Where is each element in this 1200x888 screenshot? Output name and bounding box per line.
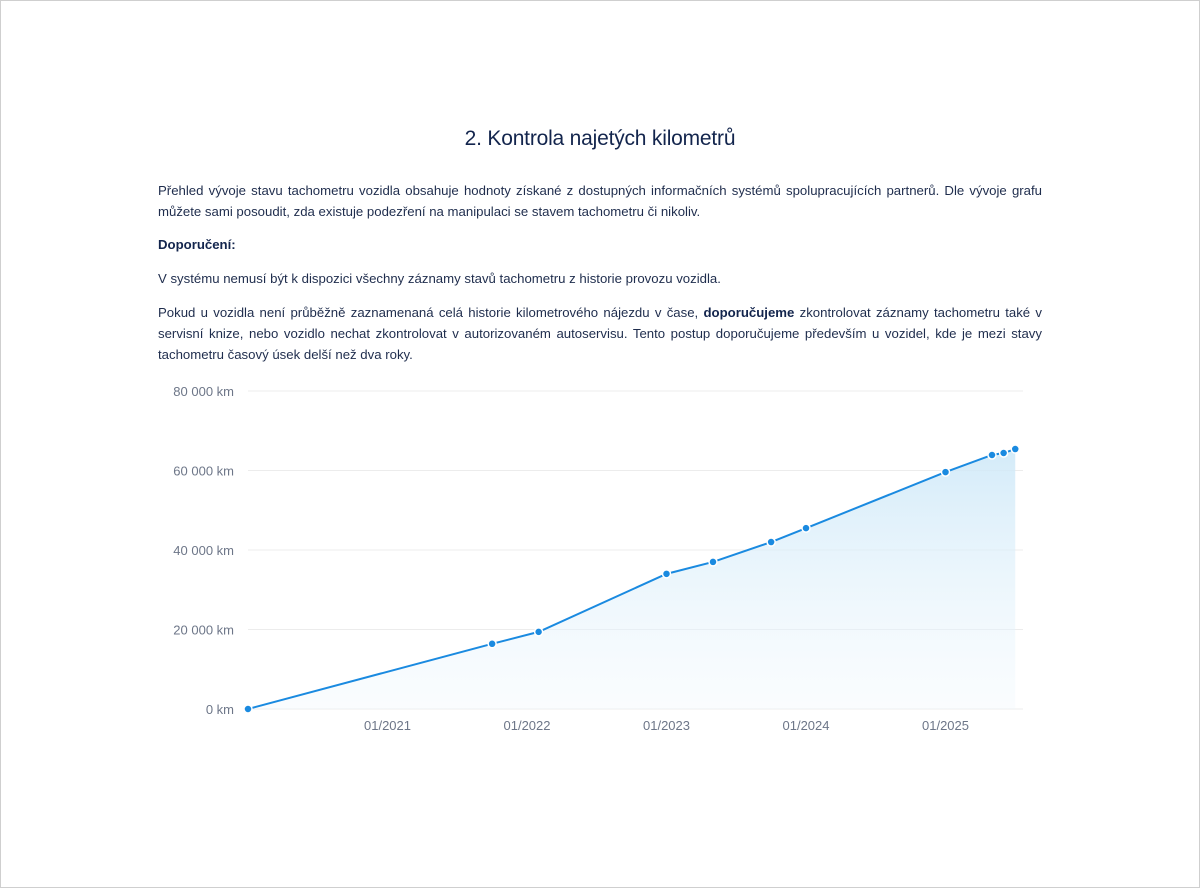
- advice-bold: doporučujeme: [703, 305, 795, 320]
- x-tick-label: 01/2023: [643, 718, 690, 733]
- y-tick-label: 80 000 km: [173, 384, 234, 399]
- data-point: [708, 557, 718, 567]
- y-tick-label: 40 000 km: [173, 543, 234, 558]
- data-point: [940, 467, 951, 477]
- note-paragraph: V systému nemusí být k dispozici všechny…: [158, 268, 1042, 289]
- intro-paragraph: Přehled vývoje stavu tachometru vozidla …: [158, 180, 1042, 222]
- y-tick-label: 0 km: [206, 702, 234, 717]
- data-point: [487, 639, 497, 649]
- intro-text: Přehled vývoje stavu tachometru vozidla …: [158, 183, 1042, 219]
- data-point: [998, 448, 1009, 458]
- advice-paragraph: Pokud u vozidla není průběžně zaznamenan…: [158, 302, 1042, 365]
- section-title: 2. Kontrola najetých kilometrů: [464, 127, 736, 150]
- data-point: [987, 450, 997, 460]
- data-point: [766, 537, 776, 547]
- x-tick-label: 01/2024: [783, 718, 830, 733]
- data-point: [533, 627, 544, 637]
- recommendation-heading-text: Doporučení:: [158, 237, 236, 252]
- x-tick-label: 01/2025: [922, 718, 969, 733]
- area-fill: [248, 449, 1016, 709]
- y-tick-label: 20 000 km: [173, 623, 234, 638]
- recommendation-heading: Doporučení:: [158, 234, 1042, 255]
- x-tick-label: 01/2021: [364, 718, 411, 733]
- data-point: [1010, 444, 1020, 454]
- data-point: [661, 569, 672, 579]
- advice-text-end: zkontrolovat záznamy tachometru také v s…: [158, 305, 1042, 362]
- advice-text-start: Pokud u vozidla není průběžně zaznamenan…: [158, 305, 704, 320]
- note-text: V systému nemusí být k dispozici všechny…: [158, 271, 721, 286]
- x-tick-label: 01/2022: [504, 718, 551, 733]
- data-point: [801, 523, 811, 533]
- y-tick-label: 60 000 km: [173, 464, 234, 479]
- data-point: [243, 704, 253, 714]
